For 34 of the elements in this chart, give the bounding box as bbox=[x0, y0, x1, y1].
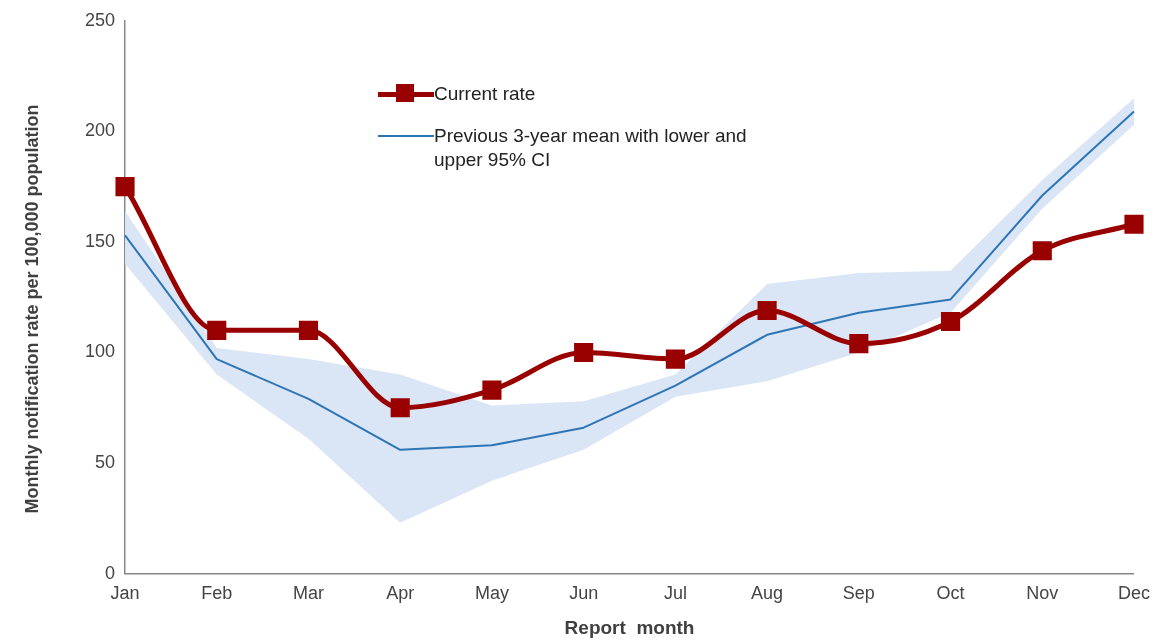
x-tick-label: Sep bbox=[842, 583, 875, 604]
point bbox=[574, 342, 594, 363]
y-tick-label: 0 bbox=[105, 562, 116, 583]
y-tick-label: 100 bbox=[84, 341, 116, 362]
point bbox=[940, 311, 961, 332]
legend-label: Current rate bbox=[434, 82, 536, 106]
point bbox=[1124, 214, 1144, 234]
x-tick-label: Oct bbox=[936, 583, 965, 604]
y-tick-label: 50 bbox=[95, 452, 116, 473]
y-tick-label: 200 bbox=[84, 120, 116, 141]
y-tick-label: 250 bbox=[84, 9, 116, 30]
y-axis-title: Monthly notification rate per 100,000 population bbox=[21, 103, 43, 516]
point bbox=[298, 320, 319, 340]
x-tick-label: May bbox=[474, 583, 509, 604]
y-tick-label: 150 bbox=[84, 230, 116, 251]
point bbox=[207, 320, 227, 340]
point bbox=[665, 349, 685, 369]
legend-label: Previous 3-year mean with lower and upper 95% CI bbox=[434, 124, 748, 172]
x-tick-label: Nov bbox=[1026, 583, 1059, 604]
x-tick-label: Dec bbox=[1117, 583, 1150, 604]
point bbox=[849, 334, 869, 354]
point bbox=[390, 398, 410, 418]
x-tick-label: Jun bbox=[569, 583, 599, 604]
point bbox=[482, 380, 502, 400]
x-tick-label: Mar bbox=[292, 583, 324, 604]
x-tick-label: Jan bbox=[110, 583, 140, 604]
x-tick-label: Apr bbox=[386, 583, 415, 604]
x-tick-label: Aug bbox=[751, 583, 784, 604]
point bbox=[115, 177, 135, 197]
point bbox=[757, 300, 777, 321]
point bbox=[1032, 241, 1052, 261]
x-axis-title: Report month bbox=[564, 616, 695, 638]
x-tick-label: Jul bbox=[663, 583, 687, 604]
x-tick-label: Feb bbox=[201, 583, 233, 604]
